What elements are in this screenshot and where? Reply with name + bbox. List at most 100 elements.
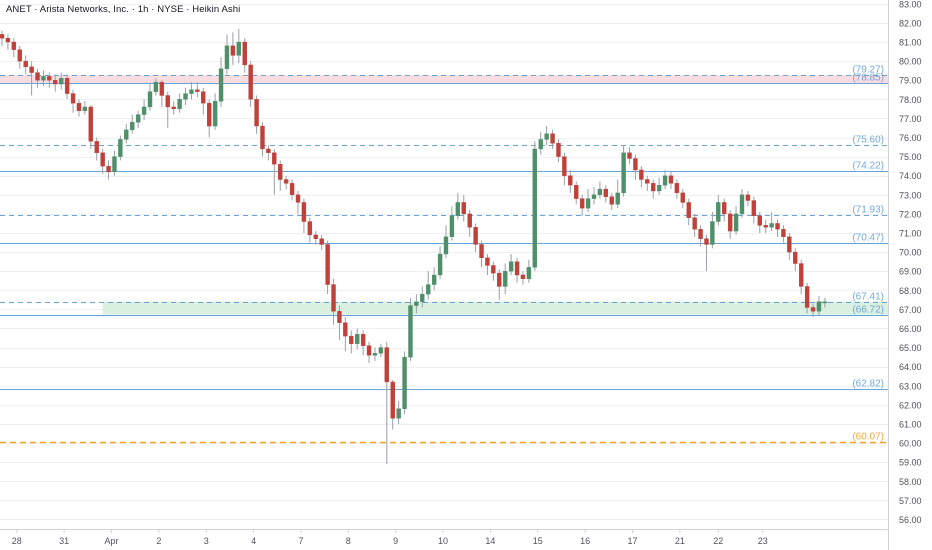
- candle: [343, 317, 348, 352]
- candle: [597, 181, 603, 199]
- candle-body: [816, 301, 822, 312]
- candle-body: [325, 244, 330, 285]
- candle: [739, 189, 745, 218]
- price-tick-label: 73.00: [899, 190, 922, 200]
- candle: [485, 253, 490, 276]
- candle: [59, 72, 64, 90]
- candle: [668, 171, 674, 190]
- candle-body: [651, 183, 656, 192]
- candle-body: [278, 164, 283, 180]
- candle-body: [704, 238, 709, 245]
- candle-body: [627, 152, 632, 159]
- candle-body: [680, 192, 685, 203]
- candle-body: [366, 345, 372, 356]
- time-tick-label: 7: [298, 536, 303, 546]
- level-label: (78.85): [852, 73, 884, 84]
- candle-body: [301, 202, 307, 222]
- candle-body: [76, 102, 82, 111]
- candle: [165, 91, 170, 128]
- candle-body: [141, 106, 147, 115]
- candle-body: [775, 223, 780, 230]
- candle: [793, 248, 798, 272]
- candle-body: [449, 215, 455, 238]
- level-label: (75.60): [852, 135, 884, 146]
- candle-body: [727, 213, 733, 232]
- candle-body: [579, 198, 585, 209]
- candle: [23, 55, 28, 75]
- candle: [41, 70, 46, 86]
- candle: [248, 61, 253, 107]
- candle: [378, 343, 384, 358]
- price-tick-label: 70.00: [899, 248, 922, 258]
- candle-body: [135, 114, 141, 123]
- price-tick-label: 56.00: [899, 515, 922, 525]
- candle: [11, 38, 17, 58]
- candle: [538, 131, 543, 155]
- candle: [443, 225, 449, 258]
- candle-body: [574, 185, 579, 199]
- candle-body: [88, 106, 94, 142]
- candle: [260, 122, 265, 157]
- zones: [0, 75, 888, 315]
- candle: [64, 74, 70, 100]
- candle: [47, 72, 52, 88]
- candle: [479, 240, 484, 268]
- candle: [88, 105, 94, 149]
- candle: [810, 303, 816, 318]
- candle: [473, 223, 478, 253]
- candle-body: [769, 223, 774, 228]
- candle: [662, 169, 668, 190]
- candle-body: [716, 202, 721, 222]
- candle-body: [313, 234, 318, 239]
- level-labels: (79.27)(78.85) (75.60) (74.22) (71.93) (70.4…: [852, 65, 884, 443]
- candle-body: [11, 41, 17, 50]
- candle-body: [266, 148, 271, 153]
- candle: [94, 137, 99, 161]
- candle-body: [206, 102, 212, 127]
- candle: [337, 305, 342, 340]
- candle-body: [230, 45, 236, 56]
- candle: [171, 101, 176, 115]
- candle-body: [793, 251, 798, 264]
- level-label: (74.22): [852, 161, 884, 172]
- candle-body: [82, 106, 88, 111]
- candle: [124, 124, 129, 144]
- candle-body: [396, 408, 401, 419]
- candle-body: [35, 72, 40, 81]
- price-tick-label: 57.00: [899, 496, 922, 506]
- candle: [491, 261, 496, 281]
- candle: [716, 194, 721, 226]
- candle: [508, 253, 514, 276]
- candle-body: [260, 125, 265, 150]
- candle: [76, 99, 82, 117]
- level-label: (66.72): [852, 305, 884, 316]
- time-tick-label: 3: [204, 536, 209, 546]
- candle-body: [698, 228, 703, 239]
- candle: [295, 190, 301, 214]
- time-tick-label: 4: [251, 536, 256, 546]
- candle-body: [242, 41, 247, 66]
- candle: [402, 351, 407, 415]
- candle-body: [710, 221, 715, 245]
- price-tick-label: 81.00: [899, 38, 922, 48]
- candle-body: [224, 45, 230, 69]
- candle-body: [41, 76, 46, 81]
- candle: [313, 231, 318, 245]
- time-tick-label: 22: [713, 536, 723, 546]
- candle-body: [0, 34, 5, 39]
- candle-body: [17, 49, 22, 62]
- candle: [455, 192, 461, 220]
- candle: [325, 240, 330, 295]
- candle-body: [532, 148, 537, 268]
- candle-body: [745, 194, 751, 201]
- candle-body: [597, 188, 603, 195]
- time-tick-label: 17: [627, 536, 637, 546]
- price-tick-label: 67.00: [899, 305, 922, 315]
- candle-body: [343, 322, 348, 337]
- candle-body: [360, 334, 366, 346]
- level-label: (79.27): [852, 65, 884, 76]
- candle-body: [29, 66, 34, 73]
- candle-body: [289, 183, 295, 195]
- candle-body: [70, 93, 76, 104]
